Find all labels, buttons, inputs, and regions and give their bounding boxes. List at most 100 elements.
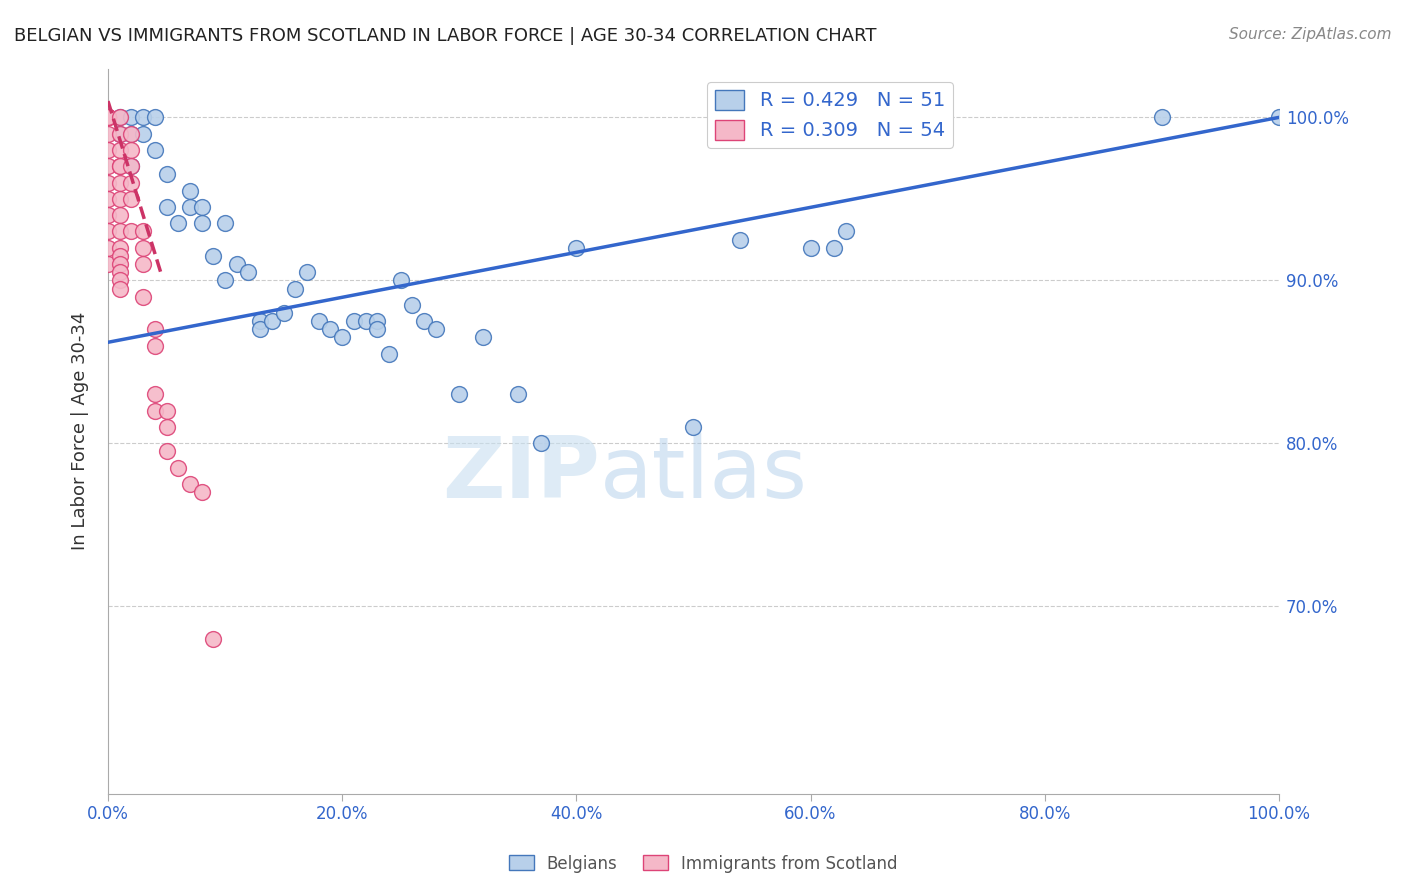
Point — [155, 420, 177, 434]
Legend: R = 0.429   N = 51, R = 0.309   N = 54: R = 0.429 N = 51, R = 0.309 N = 54 — [707, 82, 953, 148]
Point — [143, 403, 166, 417]
Point — [108, 257, 131, 271]
Point — [155, 200, 177, 214]
Point — [108, 111, 131, 125]
Point — [143, 322, 166, 336]
Point — [132, 290, 155, 304]
Point — [132, 257, 155, 271]
Point — [389, 273, 412, 287]
Point — [120, 176, 142, 190]
Point — [97, 111, 120, 125]
Point — [108, 281, 131, 295]
Point — [108, 159, 131, 173]
Legend: Belgians, Immigrants from Scotland: Belgians, Immigrants from Scotland — [502, 848, 904, 880]
Point — [143, 387, 166, 401]
Point — [155, 403, 177, 417]
Text: Source: ZipAtlas.com: Source: ZipAtlas.com — [1229, 27, 1392, 42]
Point — [108, 159, 131, 173]
Point — [214, 216, 236, 230]
Point — [530, 436, 553, 450]
Point — [565, 241, 588, 255]
Point — [1150, 111, 1173, 125]
Point — [143, 111, 166, 125]
Point — [132, 241, 155, 255]
Point — [471, 330, 494, 344]
Point — [97, 111, 120, 125]
Point — [330, 330, 353, 344]
Point — [97, 111, 120, 125]
Point — [108, 265, 131, 279]
Point — [97, 176, 120, 190]
Point — [108, 127, 131, 141]
Point — [155, 168, 177, 182]
Point — [284, 281, 307, 295]
Point — [97, 111, 120, 125]
Point — [97, 127, 120, 141]
Point — [190, 485, 212, 500]
Point — [108, 273, 131, 287]
Point — [97, 143, 120, 157]
Point — [108, 176, 131, 190]
Y-axis label: In Labor Force | Age 30-34: In Labor Force | Age 30-34 — [72, 312, 89, 550]
Point — [120, 111, 142, 125]
Point — [682, 420, 704, 434]
Point — [97, 225, 120, 239]
Point — [249, 322, 271, 336]
Point — [190, 216, 212, 230]
Point — [97, 159, 120, 173]
Point — [366, 314, 388, 328]
Point — [179, 477, 201, 491]
Text: atlas: atlas — [600, 434, 808, 516]
Point — [730, 233, 752, 247]
Point — [97, 257, 120, 271]
Point — [97, 208, 120, 222]
Point — [120, 159, 142, 173]
Point — [179, 184, 201, 198]
Point — [190, 200, 212, 214]
Point — [354, 314, 377, 328]
Point — [120, 143, 142, 157]
Point — [1268, 111, 1291, 125]
Point — [823, 241, 845, 255]
Point — [214, 273, 236, 287]
Point — [97, 111, 120, 125]
Point — [834, 225, 856, 239]
Text: ZIP: ZIP — [441, 434, 600, 516]
Point — [132, 225, 155, 239]
Point — [120, 127, 142, 141]
Point — [108, 127, 131, 141]
Point — [167, 216, 190, 230]
Point — [343, 314, 366, 328]
Text: BELGIAN VS IMMIGRANTS FROM SCOTLAND IN LABOR FORCE | AGE 30-34 CORRELATION CHART: BELGIAN VS IMMIGRANTS FROM SCOTLAND IN L… — [14, 27, 876, 45]
Point — [108, 208, 131, 222]
Point — [425, 322, 447, 336]
Point — [449, 387, 471, 401]
Point — [143, 338, 166, 352]
Point — [413, 314, 436, 328]
Point — [108, 111, 131, 125]
Point — [179, 200, 201, 214]
Point — [97, 111, 120, 125]
Point — [319, 322, 342, 336]
Point — [120, 225, 142, 239]
Point — [120, 127, 142, 141]
Point — [155, 444, 177, 458]
Point — [108, 192, 131, 206]
Point — [366, 322, 388, 336]
Point — [108, 225, 131, 239]
Point — [97, 192, 120, 206]
Point — [401, 298, 423, 312]
Point — [108, 143, 131, 157]
Point — [132, 127, 155, 141]
Point — [378, 347, 401, 361]
Point — [506, 387, 529, 401]
Point — [249, 314, 271, 328]
Point — [132, 111, 155, 125]
Point — [260, 314, 283, 328]
Point — [202, 632, 225, 646]
Point — [97, 111, 120, 125]
Point — [225, 257, 247, 271]
Point — [108, 241, 131, 255]
Point — [97, 241, 120, 255]
Point — [308, 314, 330, 328]
